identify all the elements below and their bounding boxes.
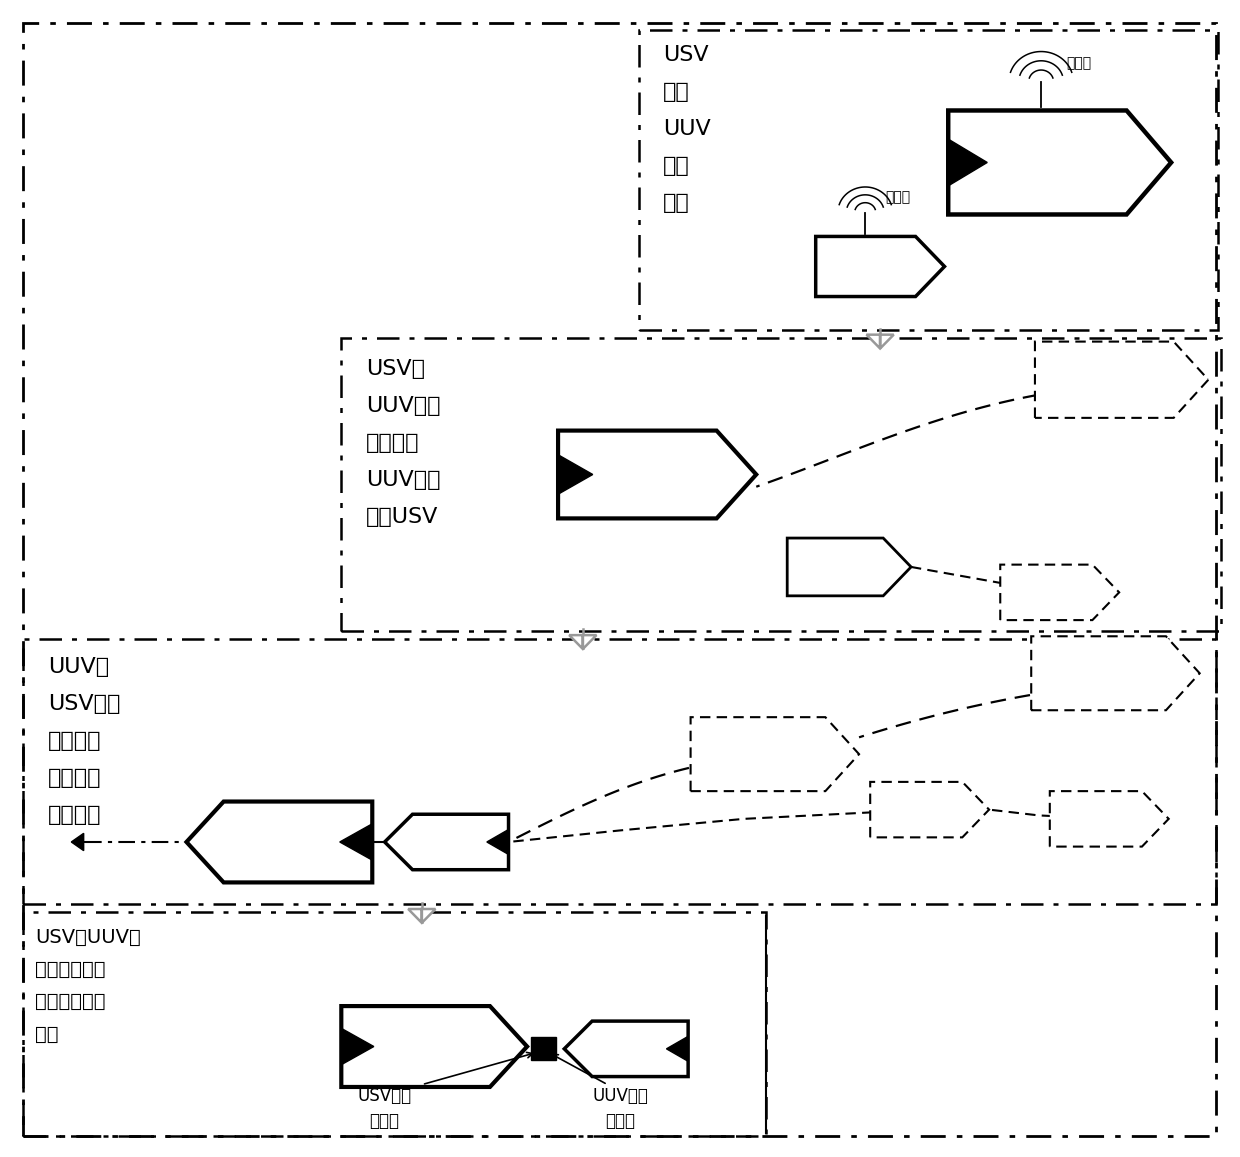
Text: UUV: UUV: [611, 1041, 641, 1056]
Text: 接机构: 接机构: [605, 1112, 635, 1130]
Text: UUV: UUV: [866, 259, 895, 273]
Polygon shape: [870, 782, 990, 838]
Polygon shape: [1035, 341, 1208, 418]
Text: 接近USV: 接近USV: [366, 507, 439, 526]
Text: USV: USV: [663, 45, 709, 65]
Text: UUV和: UUV和: [48, 657, 109, 677]
Bar: [531, 1038, 556, 1060]
Polygon shape: [949, 110, 1172, 214]
Bar: [24, 639, 1215, 905]
Polygon shape: [487, 830, 508, 855]
Bar: [639, 30, 1218, 330]
Polygon shape: [558, 430, 756, 518]
Text: 无线电: 无线电: [885, 190, 910, 204]
Text: USV和UUV伸: USV和UUV伸: [36, 928, 141, 946]
Text: USV: USV: [1042, 154, 1079, 171]
Text: 离、航向: 离、航向: [48, 731, 102, 751]
Text: UUV机动: UUV机动: [366, 396, 440, 415]
Text: 状态: 状态: [663, 192, 691, 213]
Text: 回收: 回收: [663, 82, 691, 102]
Text: UUV跟踪: UUV跟踪: [366, 470, 440, 489]
Text: USV: USV: [1106, 373, 1137, 388]
Text: 出对接机构进: 出对接机构进: [36, 960, 105, 979]
Text: 初始: 初始: [663, 155, 691, 176]
Polygon shape: [1001, 565, 1120, 620]
Text: USV的距: USV的距: [48, 694, 120, 714]
Polygon shape: [558, 455, 593, 494]
Polygon shape: [340, 824, 372, 860]
Text: UUV: UUV: [1095, 812, 1125, 826]
Polygon shape: [341, 1007, 527, 1086]
Polygon shape: [816, 236, 945, 296]
Polygon shape: [1032, 636, 1199, 710]
Text: UUV: UUV: [432, 835, 461, 849]
Polygon shape: [564, 1022, 688, 1076]
Text: 行对接，完成: 行对接，完成: [36, 993, 105, 1011]
Text: 航行，使: 航行，使: [366, 433, 419, 452]
Text: USV: USV: [263, 833, 296, 852]
Polygon shape: [1050, 791, 1169, 847]
Text: UUV: UUV: [663, 118, 711, 139]
Text: 接机构: 接机构: [370, 1112, 399, 1130]
Polygon shape: [787, 538, 911, 596]
Text: 无线电: 无线电: [1066, 56, 1091, 71]
Text: USV: USV: [417, 1038, 451, 1055]
Polygon shape: [691, 717, 859, 791]
FancyArrow shape: [71, 833, 84, 850]
Polygon shape: [384, 815, 508, 870]
Text: UUV: UUV: [915, 803, 945, 817]
Bar: [24, 913, 766, 1135]
Text: USV端对: USV端对: [357, 1086, 412, 1105]
Text: 满足回收: 满足回收: [48, 768, 102, 788]
Polygon shape: [341, 1029, 373, 1064]
Text: UUV: UUV: [835, 560, 864, 574]
Polygon shape: [666, 1037, 688, 1061]
Bar: [341, 338, 1220, 631]
Text: 回收: 回收: [36, 1025, 58, 1044]
Text: UUV: UUV: [1045, 585, 1075, 599]
Text: USV: USV: [1100, 665, 1131, 680]
Text: USV: USV: [759, 746, 791, 761]
FancyArrow shape: [867, 334, 894, 348]
Text: 对接条件: 对接条件: [48, 805, 102, 825]
Text: USV: USV: [640, 465, 675, 484]
Text: USV和: USV和: [366, 359, 425, 379]
Polygon shape: [949, 139, 987, 186]
Polygon shape: [186, 802, 372, 883]
Text: UUV端对: UUV端对: [591, 1086, 649, 1105]
FancyArrow shape: [408, 909, 435, 923]
FancyArrow shape: [569, 635, 596, 649]
